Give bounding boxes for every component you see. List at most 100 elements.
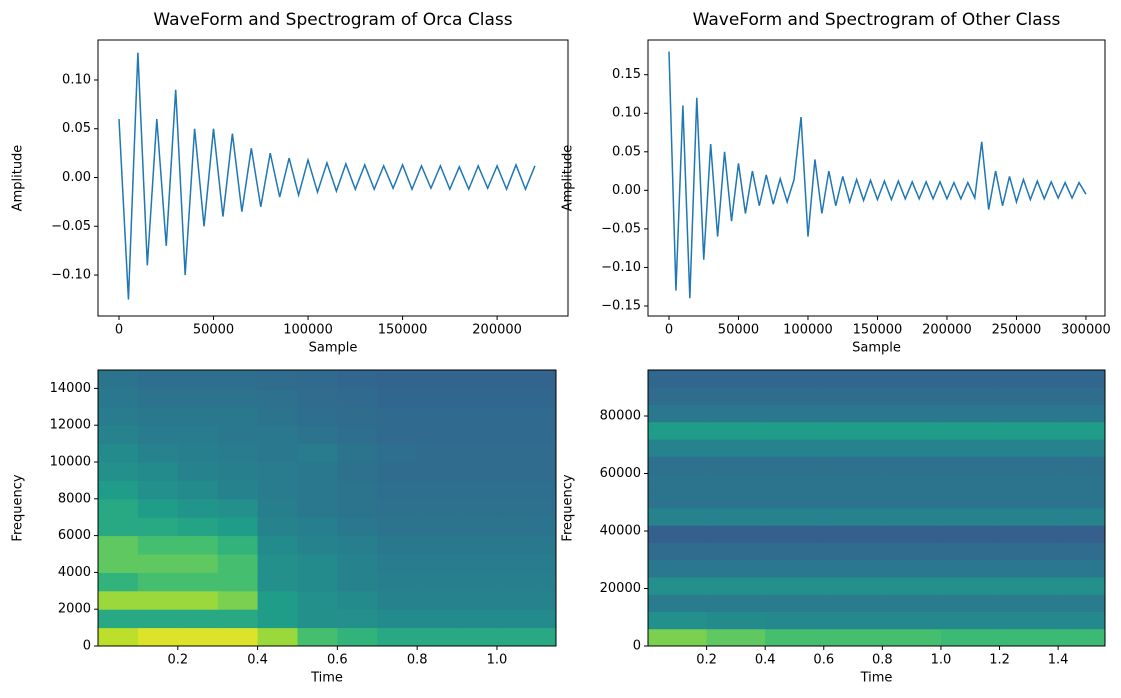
heatmap-cell xyxy=(377,388,418,408)
heatmap-cell xyxy=(377,517,418,537)
heatmap-cell xyxy=(706,559,766,578)
heatmap-cell xyxy=(536,443,556,463)
heatmap-cell xyxy=(457,554,498,573)
heatmap-cell xyxy=(98,370,139,389)
y-tick-label: 12000 xyxy=(50,418,91,433)
heatmap-cell xyxy=(823,559,883,578)
heatmap-cell xyxy=(648,490,708,509)
heatmap-cell xyxy=(706,439,766,457)
axes-frame xyxy=(647,39,1106,317)
heatmap-cell xyxy=(297,443,338,463)
heatmap-cell xyxy=(98,590,139,610)
heatmap-cell xyxy=(457,498,498,518)
heatmap-cell xyxy=(98,425,139,445)
x-tick-label: 0.6 xyxy=(327,653,348,668)
heatmap-cell xyxy=(137,406,179,426)
heatmap-cell xyxy=(377,443,418,463)
y-axis-label: Amplitude xyxy=(11,145,26,212)
heatmap-cell xyxy=(417,609,458,629)
heatmap-cell xyxy=(337,462,378,481)
heatmap-cell xyxy=(457,406,498,426)
heatmap-cell xyxy=(536,517,556,537)
heatmap-cell xyxy=(496,535,538,555)
heatmap-cell xyxy=(257,535,298,555)
heatmap-cell xyxy=(417,572,458,592)
heatmap-cell xyxy=(217,498,259,518)
heatmap-cell xyxy=(940,439,1001,457)
heatmap-cell xyxy=(536,425,556,445)
heatmap-cell xyxy=(217,609,259,629)
heatmap-cell xyxy=(177,425,219,445)
axes-frame xyxy=(97,369,557,647)
heatmap-cell xyxy=(706,456,766,474)
heatmap-cell xyxy=(297,406,338,426)
heatmap-cell xyxy=(377,462,418,481)
heatmap-cell xyxy=(257,627,298,646)
x-tick-label: 300000 xyxy=(1061,323,1111,338)
heatmap-cell xyxy=(706,473,766,492)
heatmap-cell xyxy=(1058,508,1105,526)
y-tick-label: 0.05 xyxy=(612,144,641,159)
heatmap-cell xyxy=(940,542,1001,561)
heatmap-cell xyxy=(648,421,708,440)
heatmap-cell xyxy=(137,425,179,445)
heatmap-cell xyxy=(765,542,825,561)
heatmap-cell xyxy=(257,498,298,518)
heatmap-cell xyxy=(706,542,766,561)
heatmap-cell xyxy=(823,525,883,543)
heatmap-cell xyxy=(536,498,556,518)
plot-area xyxy=(668,51,1087,299)
heatmap-cell xyxy=(765,525,825,543)
heatmap-cell xyxy=(765,370,825,388)
heatmap-cell xyxy=(536,535,556,555)
heatmap-cell xyxy=(1058,456,1105,474)
heatmap-cell xyxy=(496,462,538,481)
heatmap-cell xyxy=(496,406,538,426)
heatmap-cell xyxy=(217,406,259,426)
heatmap-cell xyxy=(496,609,538,629)
heatmap-cell xyxy=(765,421,825,440)
heatmap-cell xyxy=(823,370,883,388)
heatmap-cell xyxy=(706,387,766,405)
heatmap-cell xyxy=(496,388,538,408)
x-tick-label: 250000 xyxy=(992,323,1042,338)
heatmap-cell xyxy=(940,594,1001,612)
heatmap-cell xyxy=(457,590,498,610)
y-tick-label: 2000 xyxy=(58,602,91,617)
heatmap-cell xyxy=(297,517,338,537)
heatmap-cell xyxy=(940,611,1001,630)
heatmap-cell xyxy=(765,404,825,423)
heatmap-cell xyxy=(377,590,418,610)
x-axis-label: Sample xyxy=(309,341,358,356)
heatmap-cell xyxy=(648,594,708,612)
heatmap-cell xyxy=(536,462,556,481)
heatmap-cell xyxy=(940,404,1001,423)
heatmap-cell xyxy=(765,594,825,612)
heatmap-cell xyxy=(648,370,708,388)
heatmap-cell xyxy=(337,443,378,463)
heatmap-cell xyxy=(177,462,219,481)
heatmap-cell xyxy=(648,525,708,543)
heatmap-cell xyxy=(217,425,259,445)
y-tick-label: 0.10 xyxy=(612,106,641,121)
plot-area xyxy=(118,52,536,300)
heatmap-cell xyxy=(337,609,378,629)
heatmap-cell xyxy=(137,370,179,389)
heatmap-cell xyxy=(457,627,498,646)
heatmap-cell xyxy=(823,456,883,474)
heatmap-cell xyxy=(137,535,179,555)
y-tick-label: −0.10 xyxy=(51,268,91,283)
x-tick-label: 1.2 xyxy=(989,653,1010,668)
heatmap-cell xyxy=(217,627,259,646)
heatmap-cell xyxy=(177,388,219,408)
x-tick-label: 0.4 xyxy=(755,653,776,668)
heatmap-cell xyxy=(765,456,825,474)
heatmap-cell xyxy=(706,525,766,543)
heatmap-cell xyxy=(177,590,219,610)
heatmap-cell xyxy=(137,480,179,500)
x-tick-label: 100000 xyxy=(283,323,333,338)
heatmap-cell xyxy=(137,609,179,629)
heatmap-cell xyxy=(417,370,458,389)
heatmap-cell xyxy=(137,498,179,518)
heatmap-cell xyxy=(882,577,942,595)
